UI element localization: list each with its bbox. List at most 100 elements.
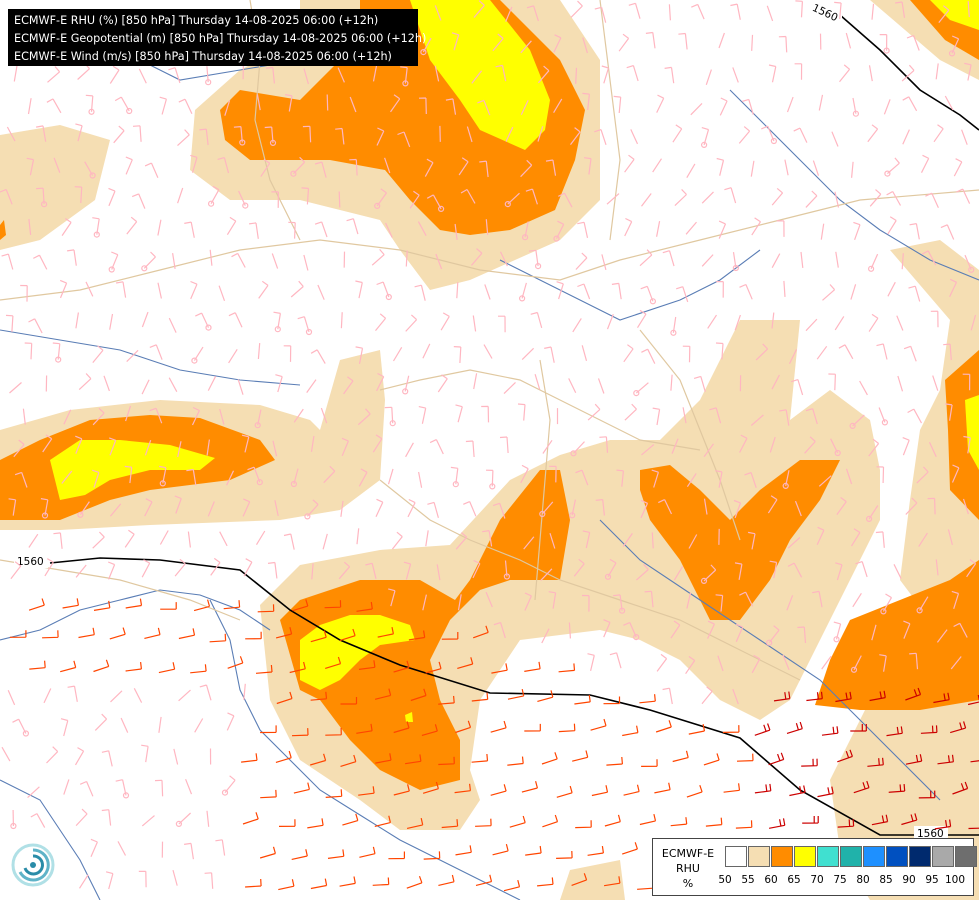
wind-barb [805,408,818,425]
wind-barb [26,157,35,176]
wind-barb [773,691,791,702]
wind-barb [484,284,491,300]
calm-marker [521,234,529,241]
wind-barb [723,783,741,793]
wind-barb [255,664,273,674]
wind-barb [434,5,442,21]
wind-barb [101,750,113,767]
wind-barb [964,62,972,81]
wind-barb [341,437,349,457]
wind-barb [437,374,448,393]
wind-barb [622,533,633,547]
wind-barb [805,318,818,332]
calm-marker [770,137,778,145]
calm-marker [948,50,956,57]
wind-barb [868,65,873,82]
wind-barb [393,784,410,796]
wind-barb [572,318,582,333]
legend-tick: 75 [833,874,847,886]
wind-barb [909,652,919,670]
wind-barb [771,187,784,206]
rhu-field-south [560,860,625,900]
wind-barb [739,591,754,607]
wind-barb [78,627,95,639]
wind-barb [902,96,918,112]
wind-barb [387,468,394,485]
wind-barb [766,5,774,22]
wind-barb [581,594,590,612]
wind-barb [403,561,412,580]
wind-barb [623,344,634,363]
wind-barb [750,414,764,426]
wind-barb [241,753,258,763]
wind-barb [206,810,210,827]
wind-barb [641,444,655,456]
wind-barb [581,345,588,361]
wind-barb [190,280,198,300]
calm-marker [633,633,640,641]
wind-barb [668,4,671,21]
rhu-orange-edge-left [0,220,6,240]
wind-barb [340,697,358,705]
wind-barb [260,158,271,177]
wind-barb [358,786,375,796]
wind-barb [158,716,162,733]
legend-tick: 80 [856,874,870,886]
wind-barb [337,67,345,83]
wind-barb [735,623,744,642]
wind-barb [703,498,708,515]
wind-barb [243,683,246,700]
wind-barb [177,187,184,204]
wind-barb [349,96,357,113]
wind-barb [537,877,554,887]
wind-barb [463,501,477,517]
wind-barb [302,125,312,143]
wind-barb [601,65,610,84]
wind-barb [310,753,327,766]
legend-swatch [840,846,862,867]
wind-barb [933,124,944,143]
wind-barb [716,157,725,176]
calm-marker [374,202,381,209]
wind-barb [209,249,213,266]
wind-barb [705,817,723,827]
rhu-yellow-northeast [930,0,979,30]
wind-barb [606,756,623,766]
wind-barb [670,374,673,391]
wind-barb [624,403,637,421]
wind-barb [733,499,742,519]
wind-barb [456,282,459,299]
wind-barb [956,188,971,204]
wind-barb [492,502,506,519]
wind-barb [591,785,609,797]
wind-barb [611,282,622,300]
wind-barb [173,748,179,765]
wind-barb [376,372,385,392]
wind-barb [74,747,85,766]
wind-barb [548,591,557,609]
wind-barb [53,157,61,173]
wind-barb [575,469,589,486]
calm-marker [205,79,212,86]
wind-barb [141,744,149,763]
wind-barb [314,161,327,178]
wind-barb [491,663,508,674]
wind-barb [472,315,477,332]
calm-marker [782,482,789,489]
calm-marker [916,607,923,614]
calm-marker [141,265,148,272]
legend-ticks: 50 55 60 65 70 75 80 85 90 95 100 [718,874,975,888]
wind-barb [110,690,123,703]
wind-barb [703,753,720,766]
calm-marker [290,170,297,177]
wind-barb [876,343,888,360]
wind-barb [482,530,493,547]
wind-barb [35,125,47,142]
wind-barb [326,94,329,111]
wind-barb [408,630,426,641]
wind-barb [422,343,431,359]
wind-barb [483,344,493,359]
wind-barb [289,661,306,674]
wind-barb [60,660,77,673]
